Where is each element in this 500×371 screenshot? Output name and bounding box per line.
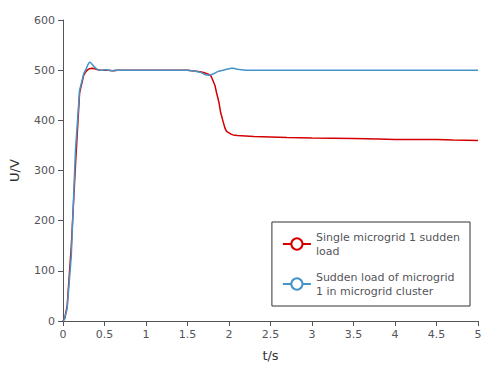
svg-text:3: 3 (309, 328, 316, 341)
svg-text:0.5: 0.5 (96, 328, 114, 341)
svg-text:3.5: 3.5 (345, 328, 363, 341)
svg-text:600: 600 (34, 14, 55, 27)
svg-text:1: 1 (143, 328, 150, 341)
svg-text:load: load (316, 245, 340, 258)
svg-text:1 in microgrid cluster: 1 in microgrid cluster (316, 285, 434, 298)
svg-text:Single microgrid 1 sudden: Single microgrid 1 sudden (316, 231, 460, 244)
svg-text:U/V: U/V (7, 159, 22, 182)
svg-text:500: 500 (34, 64, 55, 77)
svg-text:0: 0 (60, 328, 67, 341)
svg-text:Sudden load of microgrid: Sudden load of microgrid (316, 271, 455, 284)
svg-text:2.5: 2.5 (262, 328, 280, 341)
svg-text:2: 2 (226, 328, 233, 341)
svg-text:100: 100 (34, 264, 55, 277)
svg-text:400: 400 (34, 114, 55, 127)
svg-text:200: 200 (34, 214, 55, 227)
svg-text:1.5: 1.5 (179, 328, 197, 341)
svg-text:300: 300 (34, 164, 55, 177)
svg-text:4.5: 4.5 (428, 328, 446, 341)
svg-text:4: 4 (392, 328, 399, 341)
svg-text:0: 0 (48, 315, 55, 328)
svg-text:5: 5 (475, 328, 482, 341)
svg-text:t/s: t/s (262, 348, 278, 363)
